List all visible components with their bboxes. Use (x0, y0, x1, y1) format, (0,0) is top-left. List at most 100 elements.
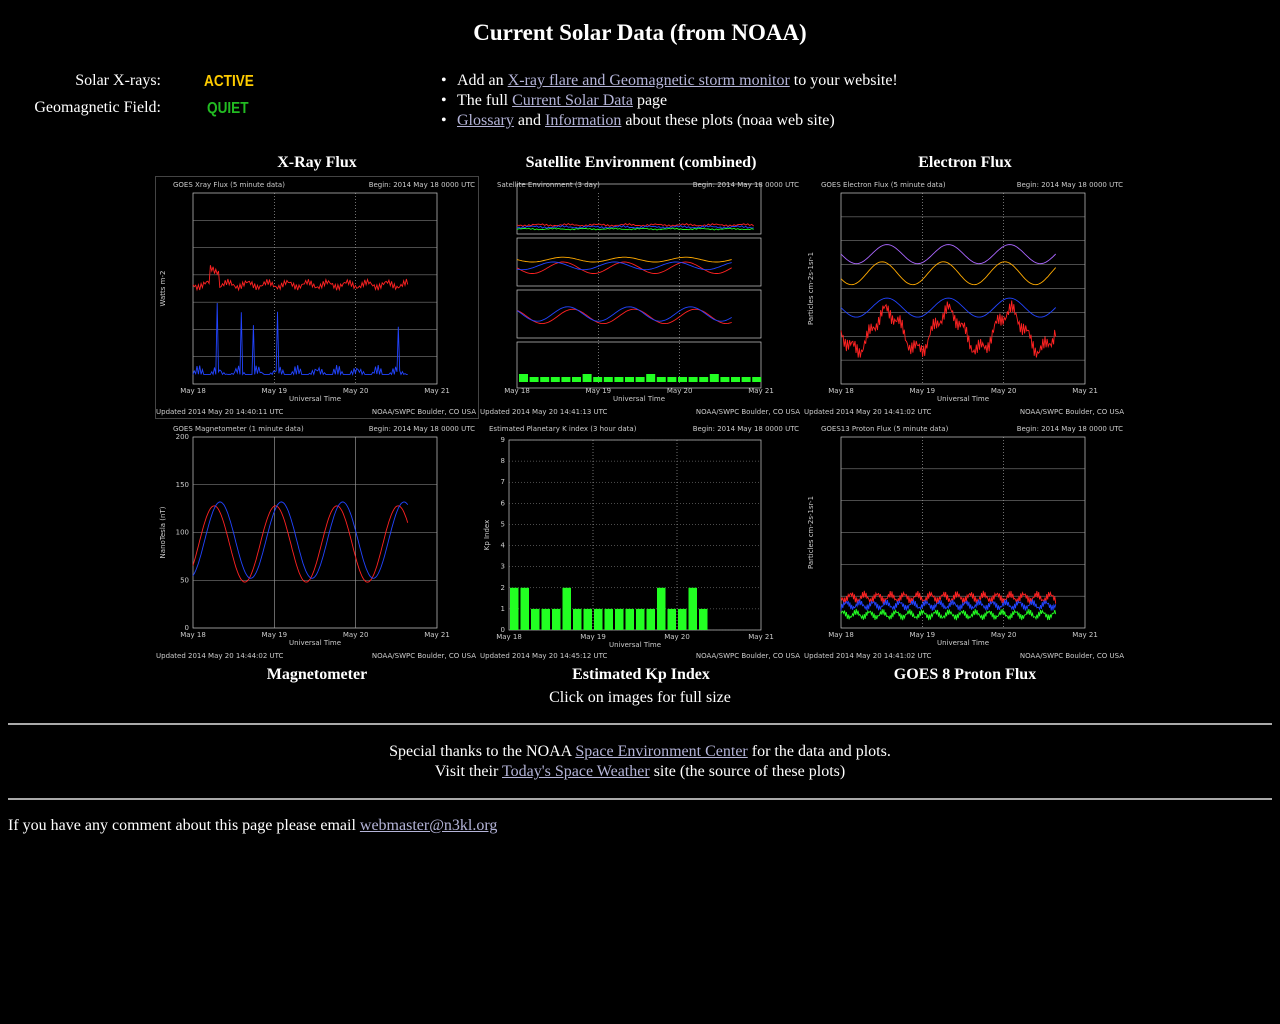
plot-frame (516, 237, 762, 287)
plot-title: GOES Electron Flux (5 minute data) (821, 181, 946, 189)
plot-image[interactable]: GOES Magnetometer (1 minute data) Begin: … (155, 420, 479, 663)
bar (531, 608, 540, 630)
y-tick-label: 5 (501, 520, 505, 528)
deco-bar (572, 377, 581, 382)
x-tick-label: May 18 (504, 387, 530, 395)
x-axis-label: Universal Time (613, 395, 665, 403)
trace (192, 265, 409, 292)
y-tick-label: 8 (501, 457, 505, 465)
x-tick-label: May 19 (586, 387, 612, 395)
trace (840, 261, 1057, 286)
y-tick-label: 7 (501, 478, 505, 486)
plot-image[interactable]: Satellite Environment (3 day) Begin: 2014… (479, 176, 803, 419)
link-item: Add an X-ray flare and Geomagnetic storm… (457, 72, 898, 90)
deco-bar (731, 377, 740, 382)
x-tick-label: May 20 (991, 631, 1017, 639)
x-tick-label: May 18 (828, 631, 854, 639)
plot-title: Estimated Planetary K index (3 hour data… (489, 425, 637, 433)
link[interactable]: Today's Space Weather (502, 763, 650, 780)
link[interactable]: X-ray flare and Geomagnetic storm monito… (507, 72, 790, 89)
x-tick-label: May 21 (424, 387, 450, 395)
deco-bar (709, 374, 719, 382)
deco-bar (667, 377, 677, 382)
trace (516, 224, 754, 230)
trace (516, 227, 754, 231)
y-tick-label: 50 (180, 576, 189, 584)
bar (510, 587, 519, 630)
text: about these plots (noaa web site) (625, 112, 835, 129)
plot-updated: Updated 2014 May 20 14:44:02 UTC (156, 652, 284, 660)
plot-caption: Magnetometer (266, 666, 368, 683)
bar (520, 587, 529, 630)
trace (192, 501, 409, 579)
plot-title: Satellite Environment (3 day) (497, 181, 600, 189)
plot-image[interactable]: GOES Electron Flux (5 minute data) Begin:… (803, 176, 1127, 419)
x-tick-label: May 18 (496, 633, 522, 641)
bar (636, 608, 645, 630)
bar (552, 608, 561, 630)
deco-bar (720, 377, 730, 382)
plot-begin: Begin: 2014 May 18 0000 UTC (1017, 181, 1123, 189)
y-tick-label: 100 (176, 529, 189, 537)
y-tick-label: 2 (501, 584, 505, 592)
plot-frame (192, 192, 438, 385)
deco-bar (519, 374, 528, 382)
text: for the data and plots. (751, 743, 891, 760)
trace (840, 590, 1057, 605)
deco-bar (625, 377, 634, 382)
bar (688, 587, 697, 630)
trace (516, 256, 732, 263)
deco-bar (603, 377, 613, 382)
trace (840, 608, 1057, 621)
y-tick-label: 3 (501, 563, 505, 571)
y-axis-label: Kp Index (483, 520, 491, 551)
credit-line: Special thanks to the NOAA Space Environ… (0, 743, 1280, 761)
x-axis-label: Universal Time (937, 395, 989, 403)
deco-bar (593, 377, 603, 382)
trace (516, 261, 732, 271)
x-tick-label: May 21 (1072, 387, 1098, 395)
text: to your website! (793, 72, 898, 89)
link[interactable]: Glossary (457, 112, 514, 129)
status-value: ACTIVE (204, 73, 254, 90)
link[interactable]: Current Solar Data (512, 92, 633, 109)
plot-title: GOES13 Proton Flux (5 minute data) (821, 425, 949, 433)
x-tick-label: May 20 (667, 387, 693, 395)
y-tick-label: 4 (501, 542, 506, 550)
link[interactable]: webmaster@n3kl.org (359, 817, 498, 834)
deco-bar (678, 377, 687, 382)
plot-updated: Updated 2014 May 20 14:41:02 UTC (804, 408, 932, 416)
bar (678, 608, 687, 630)
image-border (155, 176, 479, 419)
bullet: • (441, 112, 447, 129)
divider (8, 798, 1272, 800)
link[interactable]: Space Environment Center (575, 743, 748, 760)
plot-image[interactable]: Estimated Planetary K index (3 hour data… (479, 420, 803, 663)
plot-caption: GOES 8 Proton Flux (893, 666, 1037, 683)
bar (657, 587, 666, 630)
x-tick-label: May 20 (343, 387, 369, 395)
x-axis-label: Universal Time (289, 395, 341, 403)
bar (583, 608, 592, 630)
trace (192, 302, 408, 376)
bar (667, 608, 676, 630)
bar (604, 608, 613, 630)
y-axis-label: NanoTesla (nT) (159, 506, 167, 558)
plot-image[interactable]: GOES Xray Flux (5 minute data) Begin: 201… (155, 176, 479, 419)
bar (573, 608, 582, 630)
deco-bar (561, 377, 571, 382)
x-axis-label: Universal Time (289, 639, 341, 647)
plot-image[interactable]: GOES13 Proton Flux (5 minute data) Begin:… (803, 420, 1127, 663)
plot-caption: X-Ray Flux (277, 154, 357, 171)
deco-bar (699, 377, 709, 382)
deco-bar (582, 374, 592, 382)
plot-frame (508, 439, 762, 631)
y-axis-label: Watts m-2 (159, 271, 167, 307)
text: page (636, 92, 668, 109)
link[interactable]: Information (545, 112, 622, 129)
plot-frame (516, 183, 762, 235)
bar (594, 608, 603, 630)
deco-bar (752, 377, 762, 382)
x-tick-label: May 19 (910, 387, 936, 395)
